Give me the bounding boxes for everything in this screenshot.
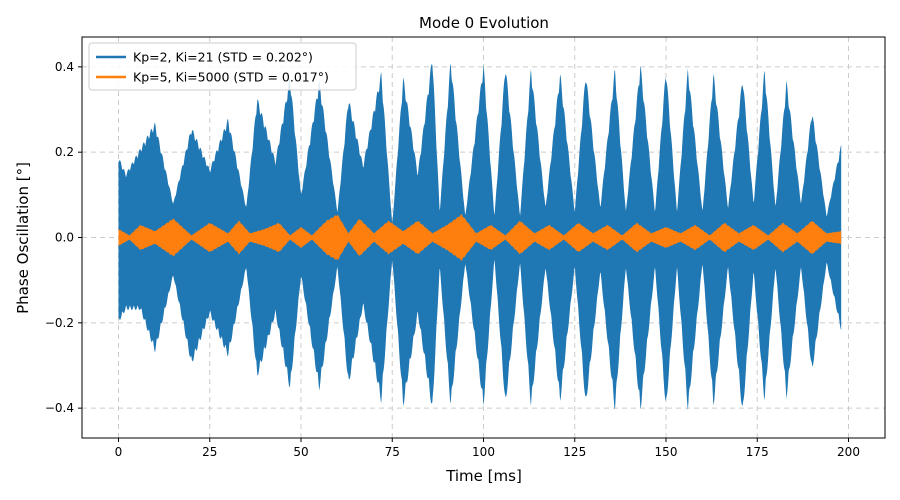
- x-tick-label: 100: [472, 445, 495, 459]
- y-axis-ticks: −0.4 −0.2 0.0 0.2 0.4: [45, 60, 82, 415]
- x-axis-ticks: 0 25 50 75 100 125 150 175 200: [115, 438, 860, 459]
- y-tick-label: −0.2: [45, 316, 74, 330]
- chart-title: Mode 0 Evolution: [419, 14, 549, 32]
- y-tick-label: −0.4: [45, 401, 74, 415]
- legend-label-series-1: Kp=5, Ki=5000 (STD = 0.017°): [133, 70, 329, 85]
- x-tick-label: 75: [385, 445, 400, 459]
- legend-label-series-0: Kp=2, Ki=21 (STD = 0.202°): [133, 50, 313, 65]
- x-tick-label: 125: [563, 445, 586, 459]
- y-tick-label: 0.2: [55, 145, 74, 159]
- x-tick-label: 0: [115, 445, 123, 459]
- series-1-line: [118, 214, 842, 261]
- y-tick-label: 0.0: [55, 231, 74, 245]
- x-tick-label: 150: [655, 445, 678, 459]
- plot-series: [118, 63, 842, 411]
- x-tick-label: 50: [293, 445, 308, 459]
- x-axis-label: Time [ms]: [445, 467, 522, 485]
- x-tick-label: 25: [202, 445, 217, 459]
- x-tick-label: 175: [746, 445, 769, 459]
- legend-box: [88, 42, 357, 91]
- x-tick-label: 200: [837, 445, 860, 459]
- y-axis-label: Phase Oscillation [°]: [14, 162, 32, 314]
- y-tick-label: 0.4: [55, 60, 74, 74]
- legend: Kp=2, Ki=21 (STD = 0.202°) Kp=5, Ki=5000…: [88, 42, 357, 91]
